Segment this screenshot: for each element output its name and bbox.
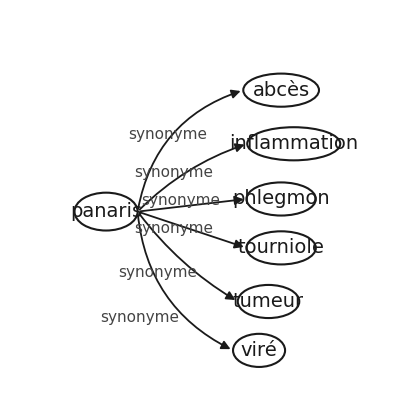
Text: viré: viré: [241, 341, 278, 360]
Text: synonyme: synonyme: [100, 310, 179, 325]
FancyArrowPatch shape: [139, 214, 234, 299]
Text: synonyme: synonyme: [134, 165, 213, 180]
Text: tourniole: tourniole: [238, 238, 324, 257]
Text: tumeur: tumeur: [233, 292, 304, 311]
FancyArrowPatch shape: [140, 144, 243, 210]
Text: panaris: panaris: [70, 202, 142, 221]
Text: synonyme: synonyme: [141, 193, 220, 208]
Text: synonyme: synonyme: [128, 127, 207, 142]
FancyArrowPatch shape: [140, 212, 242, 248]
Text: synonyme: synonyme: [118, 265, 198, 279]
FancyArrowPatch shape: [138, 91, 239, 209]
Text: phlegmon: phlegmon: [232, 189, 330, 209]
Text: inflammation: inflammation: [229, 134, 358, 153]
FancyArrowPatch shape: [138, 215, 229, 348]
FancyArrowPatch shape: [140, 197, 242, 211]
Text: synonyme: synonyme: [134, 222, 213, 236]
Text: abcès: abcès: [253, 80, 310, 100]
